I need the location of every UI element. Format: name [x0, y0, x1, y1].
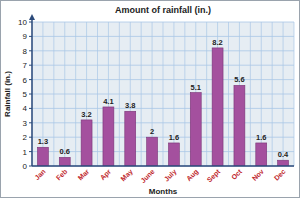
x-tick-label: June [139, 168, 156, 185]
x-tick-label: Sept [206, 167, 223, 184]
grid-line [32, 137, 294, 138]
bar [256, 143, 267, 166]
grid-line [32, 108, 294, 109]
x-tick-label: Apr [99, 168, 113, 182]
bar [190, 93, 201, 166]
x-tick-label: Jan [33, 168, 46, 181]
data-label: 3.8 [125, 101, 135, 110]
bar [234, 85, 245, 166]
grid-line [32, 36, 294, 37]
bar [168, 143, 179, 166]
x-tick-label: Oct [230, 167, 244, 181]
data-label: 0.6 [60, 147, 70, 156]
y-tick-label: 4 [23, 104, 28, 113]
y-tick-label: 6 [23, 76, 28, 85]
bars [37, 48, 288, 166]
y-tick-label: 0 [23, 162, 28, 171]
bar [147, 137, 158, 166]
grid-line [32, 151, 294, 152]
bar [103, 107, 114, 166]
bar [278, 160, 289, 166]
grid-line [32, 166, 294, 167]
y-tick-label: 5 [23, 90, 28, 99]
data-label: 1.3 [38, 137, 48, 146]
x-tick-label: Dec [273, 168, 287, 182]
data-label: 4.1 [103, 97, 113, 106]
bar [212, 48, 223, 166]
bar [81, 120, 92, 166]
grid-line [32, 122, 294, 123]
bar [37, 147, 48, 166]
chart: 0 1 2 3 4 5 6 7 8 9 10 1.3 0.6 3.2 4.1 3.8 2 1.6 5.1 8.2 5.6… [0, 0, 300, 198]
data-label: 2 [150, 127, 154, 136]
x-tick-label: Mar [77, 168, 91, 182]
data-label: 8.2 [212, 38, 222, 47]
grid-line [32, 79, 294, 80]
y-axis-arrow [29, 14, 35, 20]
y-tick-label: 9 [23, 32, 28, 41]
x-tick-label: July [163, 168, 179, 184]
y-tick-label: 10 [18, 18, 27, 27]
y-tick-label: 2 [23, 133, 28, 142]
x-tick-label: Feb [55, 168, 69, 182]
data-label: 5.6 [234, 75, 244, 84]
y-tick-label: 3 [23, 119, 28, 128]
y-tick-label: 1 [23, 148, 28, 157]
data-label: 1.6 [169, 133, 179, 142]
x-axis [32, 165, 294, 167]
grid-line [32, 22, 294, 23]
x-tick-label: Aug [185, 168, 200, 183]
grid-line [32, 50, 294, 51]
bar [59, 157, 70, 166]
frame [1, 1, 300, 198]
bar [125, 111, 136, 166]
data-label: 5.1 [191, 83, 201, 92]
grid-line [32, 65, 294, 66]
x-tick-label: Nov [251, 168, 265, 182]
y-tick-label: 8 [23, 47, 28, 56]
title: Amount of rainfall (in.) [115, 5, 211, 15]
data-label: 3.2 [81, 110, 91, 119]
y-axis [31, 18, 33, 166]
x-tick-label: May [119, 168, 134, 183]
plot-background [32, 22, 294, 166]
grid-line [32, 94, 294, 95]
data-label: 1.6 [256, 133, 266, 142]
y-axis-label: Rainfall (in.) [3, 71, 12, 117]
x-axis-label: Months [149, 187, 178, 196]
y-tick-label: 7 [23, 61, 28, 70]
data-label: 0.4 [278, 150, 289, 159]
